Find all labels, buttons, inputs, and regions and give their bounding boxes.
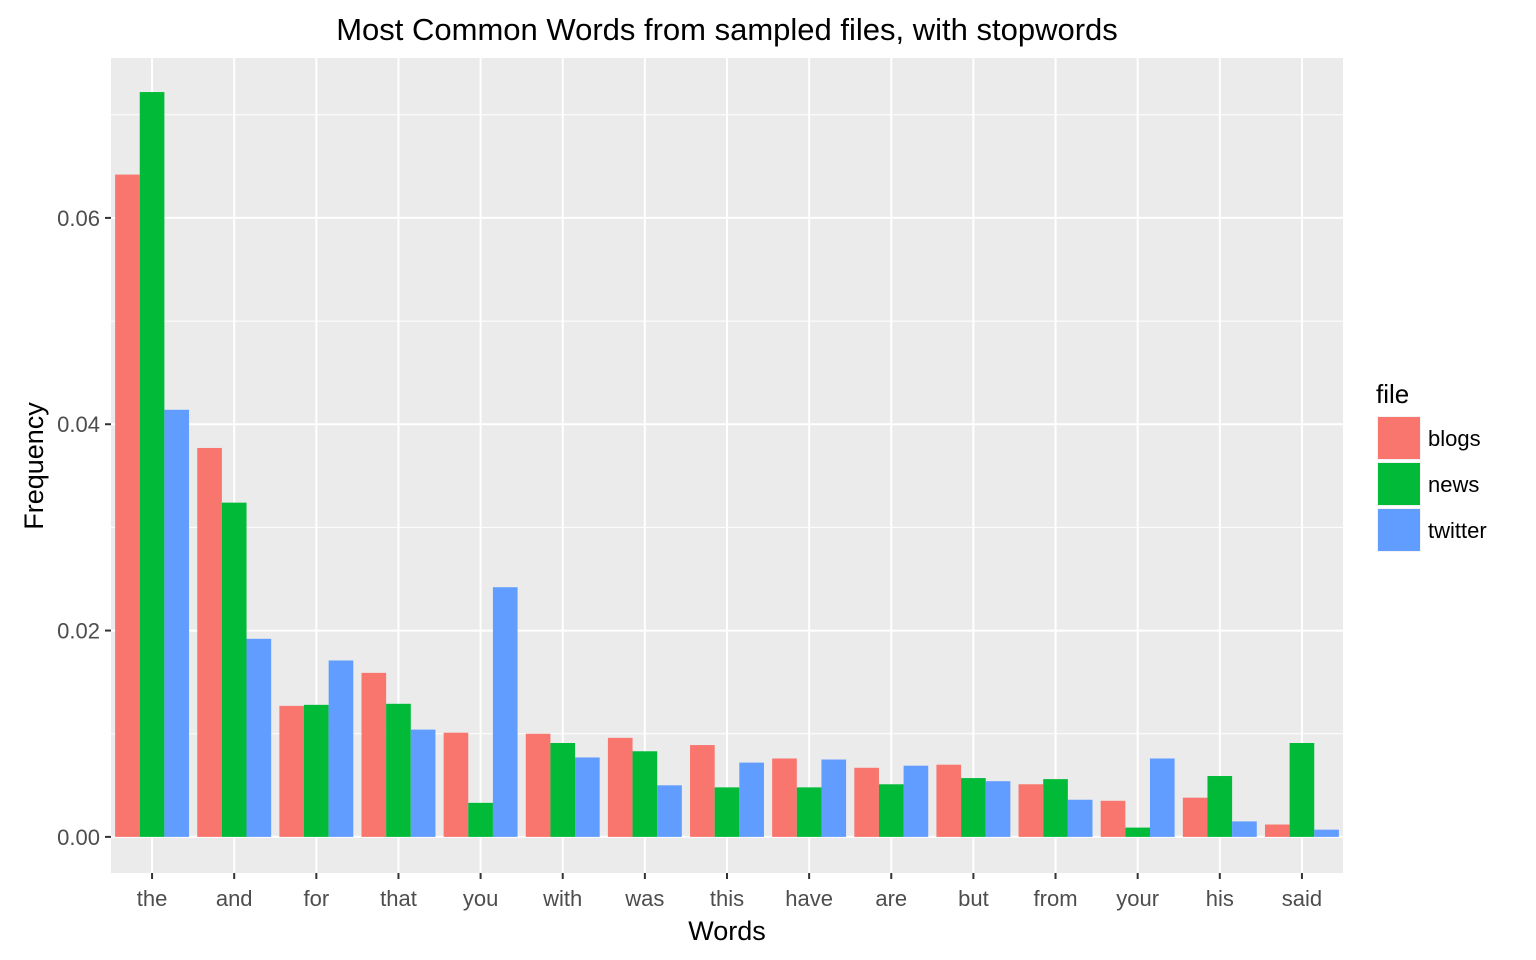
x-tick-label: his	[1206, 886, 1234, 911]
x-tick-label: for	[303, 886, 329, 911]
legend-label-blogs: blogs	[1428, 426, 1481, 451]
y-tick-label: 0.04	[57, 412, 100, 437]
bar-twitter-was	[657, 785, 682, 837]
bar-news-that	[386, 703, 411, 837]
bar-blogs-from	[1018, 784, 1044, 837]
bar-twitter-you	[492, 587, 518, 837]
x-tick-label: this	[710, 886, 744, 911]
legend-swatch-news	[1378, 463, 1420, 505]
legend-label-twitter: twitter	[1428, 518, 1487, 543]
bars	[115, 92, 1339, 837]
bar-blogs-but	[936, 764, 962, 837]
bar-blogs-said	[1264, 824, 1290, 837]
bar-twitter-have	[821, 759, 847, 837]
x-tick-label: said	[1282, 886, 1322, 911]
bar-twitter-but	[985, 781, 1011, 837]
bar-twitter-this	[739, 762, 764, 837]
bar-twitter-for	[328, 660, 354, 837]
x-tick-label: but	[958, 886, 989, 911]
bar-news-the	[139, 92, 165, 837]
bar-twitter-said	[1314, 829, 1339, 837]
x-axis: the and for that you with was this have are but fro…	[137, 873, 1322, 911]
bar-twitter-from	[1067, 799, 1093, 837]
bar-news-are	[878, 784, 904, 837]
x-tick-label: with	[542, 886, 582, 911]
legend: file blogs news twitter	[1376, 379, 1487, 552]
x-tick-label: you	[463, 886, 498, 911]
y-tick-label: 0.06	[57, 206, 100, 231]
bar-blogs-the	[115, 174, 140, 837]
y-tick-label: 0.00	[57, 825, 100, 850]
bar-news-but	[961, 778, 986, 837]
x-tick-label: are	[875, 886, 907, 911]
bar-blogs-and	[197, 447, 222, 837]
legend-swatch-blogs	[1378, 417, 1420, 459]
x-tick-label: your	[1116, 886, 1159, 911]
bar-blogs-your	[1100, 800, 1126, 837]
legend-title: file	[1376, 379, 1409, 409]
bar-news-said	[1289, 743, 1315, 837]
bar-news-this	[714, 787, 740, 837]
bar-news-with	[550, 743, 576, 837]
bar-news-his	[1207, 776, 1233, 837]
bar-blogs-with	[525, 733, 551, 837]
y-axis: 0.00 0.02 0.04 0.06	[57, 206, 111, 850]
y-tick-label: 0.02	[57, 619, 100, 644]
bar-blogs-that	[361, 672, 387, 837]
bar-news-for	[304, 704, 329, 837]
x-tick-label: that	[380, 886, 417, 911]
bar-twitter-your	[1149, 758, 1175, 837]
bar-blogs-have	[772, 758, 797, 837]
x-tick-label: and	[216, 886, 253, 911]
bar-blogs-this	[690, 745, 715, 837]
bar-news-was	[632, 751, 658, 837]
bar-twitter-and	[246, 638, 272, 837]
bar-twitter-the	[164, 409, 190, 837]
bar-twitter-that	[410, 729, 436, 837]
chart-title: Most Common Words from sampled files, wi…	[336, 12, 1118, 47]
bar-blogs-was	[607, 737, 633, 837]
x-tick-label: have	[785, 886, 833, 911]
bar-blogs-are	[854, 767, 879, 837]
bar-news-your	[1125, 827, 1150, 837]
bar-twitter-are	[903, 765, 929, 837]
bar-twitter-with	[575, 757, 600, 837]
legend-swatch-twitter	[1378, 509, 1420, 551]
x-tick-label: the	[137, 886, 168, 911]
bar-news-and	[221, 502, 247, 837]
y-axis-label: Frequency	[19, 402, 49, 530]
bar-blogs-for	[279, 705, 305, 837]
bar-blogs-his	[1182, 797, 1208, 837]
x-axis-label: Words	[688, 916, 766, 946]
bar-twitter-his	[1232, 821, 1257, 837]
bar-news-from	[1043, 779, 1068, 837]
bar-blogs-you	[443, 732, 469, 837]
x-tick-label: was	[624, 886, 664, 911]
bar-news-you	[468, 802, 493, 837]
bar-news-have	[796, 787, 822, 837]
x-tick-label: from	[1034, 886, 1078, 911]
legend-label-news: news	[1428, 472, 1479, 497]
